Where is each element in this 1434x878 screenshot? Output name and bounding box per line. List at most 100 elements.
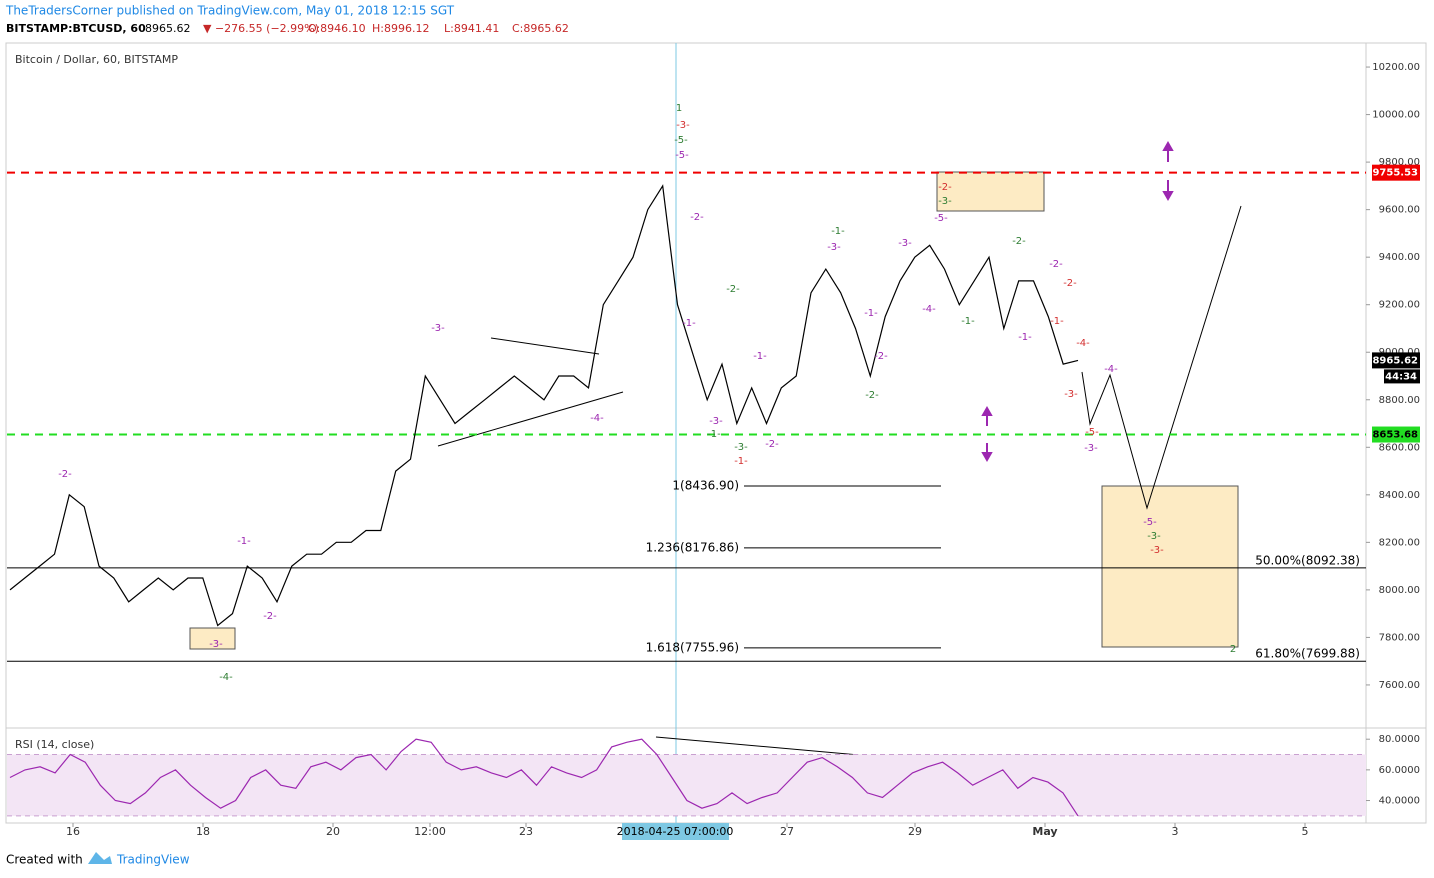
wave-label: -2-	[765, 439, 779, 450]
footer-brand: TradingView	[116, 853, 190, 867]
wave-label: -5-	[934, 213, 948, 224]
wave-label: -1-	[734, 456, 748, 467]
wave-label: -2-	[690, 212, 704, 223]
wave-label: -1-	[864, 308, 878, 319]
wave-label: -4-	[219, 672, 233, 683]
level-label: 61.80%(7699.88)	[1255, 647, 1360, 661]
wave-label: -3-	[827, 242, 841, 253]
ohlc: O:8946.10	[308, 22, 366, 35]
wave-label: -5-	[1143, 517, 1157, 528]
rsi-line	[9, 738, 1079, 817]
x-tick-label: 3	[1172, 825, 1179, 838]
y-tick-label: 8000.00	[1379, 585, 1420, 596]
change: ▼ −276.55 (−2.99%)	[203, 22, 319, 35]
wave-label: -2-	[1063, 278, 1077, 289]
wave-label: -2-	[874, 351, 888, 362]
wave-label: -3-	[1064, 389, 1078, 400]
y-tick-label: 8400.00	[1379, 490, 1420, 501]
logo	[88, 852, 112, 864]
y-tick-label: 8200.00	[1379, 537, 1420, 548]
rsi-title: RSI (14, close)	[15, 738, 94, 751]
wave-label: -2-	[726, 284, 740, 295]
x-tick-label: 16	[66, 825, 80, 838]
price-tag	[1372, 352, 1420, 369]
countdown-bg	[1384, 369, 1420, 384]
crosshair-label: 2018-04-25 07:00:00	[617, 825, 734, 838]
x-tick-label: May	[1032, 825, 1057, 838]
x-tick-label: 29	[908, 825, 922, 838]
wave-label: -4-	[1104, 364, 1118, 375]
y-tick-label: 9200.00	[1379, 300, 1420, 311]
y-tick-label: 10200.00	[1372, 62, 1420, 73]
x-tick-label: 27	[780, 825, 794, 838]
crosshair-label-bg	[622, 823, 729, 840]
wave-label: -2-	[865, 390, 879, 401]
wave-label: -3-	[938, 196, 952, 207]
price-tag-label: 9755.53	[1372, 168, 1418, 179]
wave-label: -2-	[938, 182, 952, 193]
wave-label: -3-	[1147, 531, 1161, 542]
wave-label: -5-	[675, 150, 689, 161]
wave-label: -3-	[431, 323, 445, 334]
wave-label: -2-	[1012, 236, 1026, 247]
wave-label: -4-	[1076, 338, 1090, 349]
chart-title: Bitcoin / Dollar, 60, BITSTAMP	[15, 53, 178, 66]
level-label: 50.00%(8092.38)	[1255, 553, 1360, 567]
last: 8965.62	[145, 22, 191, 35]
y-tick-label: 8600.00	[1379, 442, 1420, 453]
x-tick-label: 23	[519, 825, 533, 838]
projection	[1081, 205, 1242, 510]
x-tick-label: 12:00	[414, 825, 446, 838]
level-label: 1.618(7755.96)	[646, 640, 739, 654]
wave-label: -5-	[1085, 427, 1099, 438]
wave-label: -3-	[676, 120, 690, 131]
wave-label: -1-	[961, 316, 975, 327]
ohlc: L:8941.41	[444, 22, 499, 35]
y-tick-label: 9800.00	[1379, 157, 1420, 168]
box	[189, 627, 236, 650]
ohlc: H:8996.12	[372, 22, 429, 35]
footer: Created with	[6, 853, 83, 867]
wave-label: 1	[676, 103, 682, 114]
x-tick-label: 5	[1302, 825, 1309, 838]
rsi-band	[7, 754, 1366, 816]
y-tick-label: 8800.00	[1379, 395, 1420, 406]
box	[936, 171, 1045, 212]
wave-label: -3-	[734, 442, 748, 453]
wave-label: -1-	[707, 429, 721, 440]
wave-label: -3-	[209, 639, 223, 650]
symbol: BITSTAMP:BTCUSD, 60	[6, 22, 146, 35]
wave-label: -2-	[58, 469, 72, 480]
wave-label: -4-	[590, 413, 604, 424]
price-tag	[1372, 164, 1420, 181]
wave-label: -1-	[237, 536, 251, 547]
ohlc: C:8965.62	[512, 22, 569, 35]
price-tag-label: 8965.62	[1372, 355, 1418, 366]
wave-label: -1-	[1050, 316, 1064, 327]
wave-label: -1-	[753, 351, 767, 362]
wave-label: -2-	[263, 611, 277, 622]
x-tick-label: 20	[326, 825, 340, 838]
y-tick-label: 7600.00	[1379, 680, 1420, 691]
y-tick-label: 7800.00	[1379, 632, 1420, 643]
header: TheTradersCorner published on TradingVie…	[5, 4, 455, 18]
countdown: 44:34	[1385, 371, 1417, 382]
wave-label: -1-	[1018, 332, 1032, 343]
wave-label: -3-	[1150, 545, 1164, 556]
wave-label: -3-	[709, 416, 723, 427]
trendline	[490, 337, 600, 355]
arrows	[981, 140, 1174, 463]
wave-label: -1-	[682, 318, 696, 329]
wave-label: -2-	[1049, 259, 1063, 270]
y-tick-label: 60.0000	[1379, 765, 1420, 776]
price-tag	[1372, 426, 1420, 443]
box	[1101, 485, 1239, 648]
y-tick-label: 9400.00	[1379, 252, 1420, 263]
level-label: 1(8436.90)	[672, 479, 739, 493]
y-tick-label: 9600.00	[1379, 205, 1420, 216]
x-tick-label: 18	[196, 825, 210, 838]
y-tick-label: 10000.00	[1372, 110, 1420, 121]
trendline	[437, 391, 624, 447]
